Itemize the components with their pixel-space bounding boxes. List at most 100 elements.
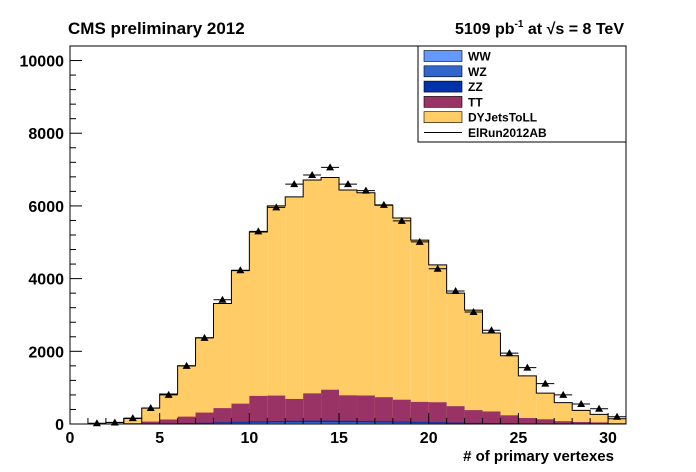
data-point-21 [446, 286, 465, 294]
legend-entry-elrun2012ab: ElRun2012AB [424, 126, 547, 140]
data-point-1 [87, 419, 106, 427]
bar-tt-28 [572, 422, 591, 424]
legend-label: WW [468, 50, 491, 64]
y-tick-label-8000: 8000 [28, 126, 64, 143]
bar-tt-29 [590, 422, 609, 424]
data-point-3 [123, 414, 142, 422]
legend-entry-tt: TT [423, 95, 483, 109]
legend-label: ZZ [468, 80, 483, 94]
data-point-20 [428, 264, 447, 272]
data-point-9 [231, 266, 250, 274]
x-axis-title: # of primary vertexes [463, 448, 614, 465]
bar-dyjetstoll-24 [500, 355, 519, 424]
bar-dyjetstoll-14 [321, 177, 340, 424]
bar-tt-23 [482, 411, 501, 424]
bar-tt-5 [159, 419, 178, 424]
data-point-8 [213, 295, 232, 303]
bar-dyjetstoll-18 [392, 217, 411, 424]
bar-dyjetstoll-16 [356, 192, 375, 424]
data-point-12 [285, 180, 304, 188]
bar-tt-8 [213, 408, 232, 424]
axes: 0 5 10 15 20 25 30 0 2000 4000 6000 8000 10000 [20, 45, 627, 447]
bar-dyjetstoll-6 [177, 365, 196, 424]
y-tick-label-6000: 6000 [28, 199, 64, 216]
bar-dyjetstoll-13 [303, 180, 322, 424]
experiment-title: CMS preliminary 2012 [68, 19, 245, 38]
data-point-4 [141, 404, 160, 412]
data-point-22 [464, 308, 483, 316]
bar-dyjetstoll-11 [267, 205, 286, 424]
legend-swatch [423, 80, 463, 93]
data-point-23 [482, 326, 501, 334]
bar-tt-4 [141, 421, 160, 424]
bar-dyjetstoll-10 [249, 231, 268, 424]
bar-tt-7 [195, 412, 214, 424]
bar-ww-13 [303, 422, 322, 424]
legend-swatch [423, 96, 463, 108]
bar-dyjetstoll-29 [590, 414, 609, 424]
y-tick-label-4000: 4000 [28, 272, 64, 289]
y-tick-label-2000: 2000 [28, 344, 64, 361]
bar-tt-12 [285, 398, 304, 424]
total-outline [70, 176, 627, 425]
bar-dyjetstoll-25 [518, 375, 537, 424]
bar-dyjetstoll-20 [428, 264, 447, 424]
data-point-26 [536, 379, 555, 387]
bar-tt-13 [303, 393, 322, 424]
energy-suffix: s = 8 TeV [555, 21, 624, 38]
x-tick-label-30: 30 [599, 430, 617, 447]
bar-tt-22 [464, 410, 483, 424]
bar-dyjetstoll-7 [195, 337, 214, 424]
bar-dyjetstoll-9 [231, 270, 250, 424]
data-point-11 [267, 203, 286, 211]
x-tick-label-5: 5 [155, 430, 164, 447]
bar-dyjetstoll-23 [482, 332, 501, 424]
bar-tt-17 [374, 397, 393, 424]
bar-tt-21 [446, 406, 465, 424]
legend-label: WZ [468, 65, 487, 79]
data-point-24 [500, 349, 519, 357]
legend-entry-ww: WW [423, 50, 491, 64]
bar-dyjetstoll-22 [464, 310, 483, 424]
x-tick-label-15: 15 [330, 430, 348, 447]
lumi-value: 5109 pb [455, 21, 515, 38]
bar-dyjetstoll-19 [410, 240, 429, 424]
data-point-19 [410, 237, 429, 245]
data-point-25 [518, 363, 537, 371]
bar-tt-6 [177, 416, 196, 424]
bar-dyjetstoll-26 [536, 393, 555, 424]
bar-tt-27 [554, 421, 573, 424]
x-tick-label-10: 10 [240, 430, 258, 447]
bar-tt-14 [321, 389, 340, 424]
legend-swatch [423, 50, 463, 62]
bar-tt-24 [500, 415, 519, 424]
bar-dyjetstoll-21 [446, 293, 465, 424]
bar-dyjetstoll-27 [554, 402, 573, 424]
bar-tt-18 [392, 399, 411, 424]
y-tick-label-10000: 10000 [20, 54, 65, 71]
legend-swatch [423, 65, 463, 78]
bar-dyjetstoll-5 [159, 394, 178, 424]
bar-tt-19 [410, 401, 429, 424]
legend-box [417, 45, 627, 143]
bar-tt-10 [249, 395, 268, 424]
energy-prefix: at [523, 21, 546, 38]
legend-swatch [423, 111, 463, 123]
legend-label: ElRun2012AB [468, 126, 547, 140]
data-point-28 [572, 400, 591, 408]
bar-tt-20 [428, 402, 447, 424]
data-point-16 [356, 186, 375, 194]
x-tick-label-0: 0 [66, 430, 75, 447]
data-point-27 [554, 390, 573, 398]
bar-dyjetstoll-8 [213, 303, 232, 424]
data-point-13 [303, 171, 322, 179]
data-point-18 [392, 216, 411, 224]
data-point-7 [195, 333, 214, 341]
bar-tt-9 [231, 403, 250, 424]
bar-dyjetstoll-3 [123, 418, 142, 424]
data-point-5 [159, 390, 178, 398]
data-point-14 [321, 163, 340, 171]
